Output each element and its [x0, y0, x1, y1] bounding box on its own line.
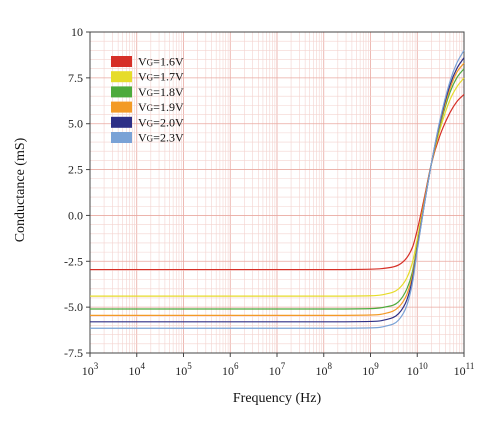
series-lines — [89, 50, 465, 329]
legend-label: VG=1.7V — [138, 70, 184, 84]
x-tick-label: 1010 — [407, 361, 429, 378]
x-tick-label: 103 — [82, 361, 99, 378]
x-tick-label: 104 — [129, 361, 146, 378]
y-tick-label: 7.5 — [68, 71, 83, 85]
y-tick-label: 0.0 — [68, 208, 83, 222]
x-axis-label: Frequency (Hz) — [233, 391, 322, 406]
x-tick-label: 105 — [175, 361, 192, 378]
legend-label: VG=1.9V — [138, 100, 184, 114]
series-line-5 — [89, 50, 465, 329]
grid — [89, 31, 465, 354]
y-tick-label: 2.5 — [68, 163, 83, 177]
series-line-0 — [89, 93, 465, 271]
legend-label: VG=2.3V — [138, 131, 184, 145]
legend-swatch — [111, 116, 132, 128]
x-tick-label: 108 — [316, 361, 333, 378]
x-tick-label: 106 — [222, 361, 239, 378]
y-tick-label: 10 — [71, 25, 83, 39]
legend-swatch — [111, 132, 132, 143]
legend-swatch — [111, 71, 132, 83]
series-line-1 — [89, 77, 465, 297]
legend-swatch — [111, 56, 132, 67]
legend-label: VG=2.0V — [138, 115, 184, 129]
legend-swatch — [111, 101, 132, 113]
y-tick-label: -7.5 — [64, 346, 83, 360]
y-tick-label: -2.5 — [64, 254, 83, 268]
legend-label: VG=1.8V — [138, 85, 184, 99]
y-tick-label: 5.0 — [68, 117, 83, 131]
y-tick-label: -5.0 — [64, 300, 83, 314]
y-axis-label: Conductance (mS) — [13, 137, 28, 242]
x-tick-label: 107 — [269, 361, 286, 378]
axes: -7.5 -5.0 -2.5 0.0 2.5 5.0 7.5 10 103 104 105 106 10… — [64, 25, 474, 378]
x-tick-label: 109 — [362, 361, 379, 378]
x-tick-label: 1011 — [454, 361, 475, 378]
legend-label: VG=1.6V — [138, 55, 184, 69]
legend-swatch — [111, 86, 132, 98]
